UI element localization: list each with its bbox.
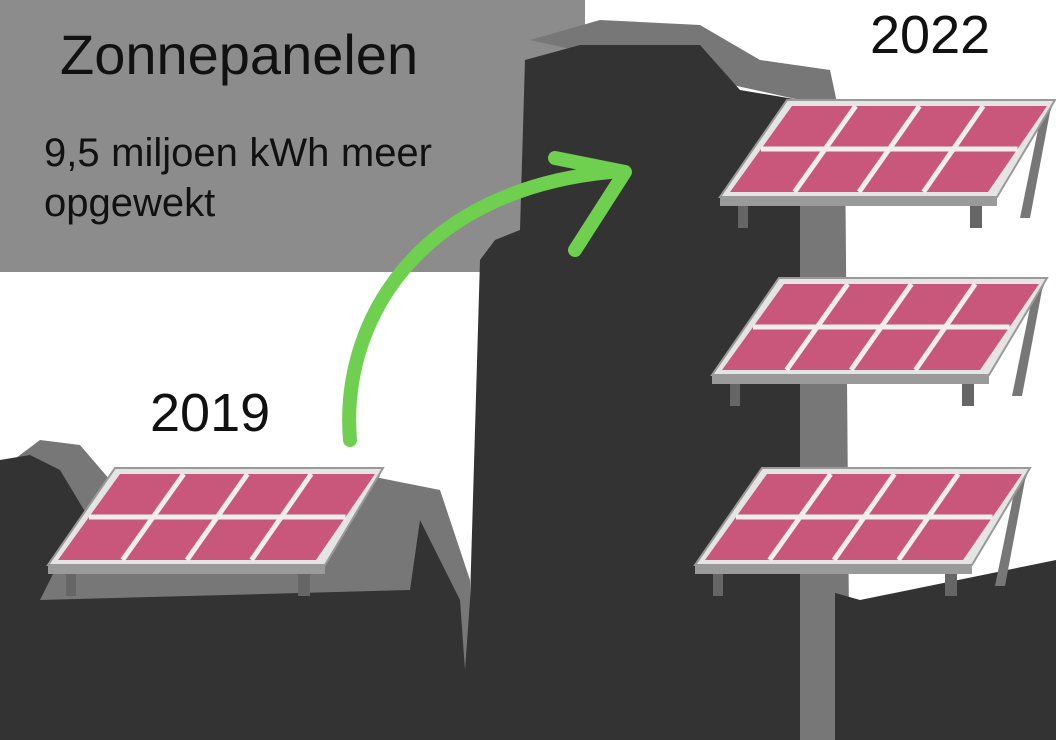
year-label: 2022 [870, 5, 991, 65]
title: Zonnepanelen [60, 23, 419, 86]
year-label: 2019 [150, 383, 271, 443]
body-text: 9,5 miljoen kWh meer opgewekt [44, 131, 432, 225]
